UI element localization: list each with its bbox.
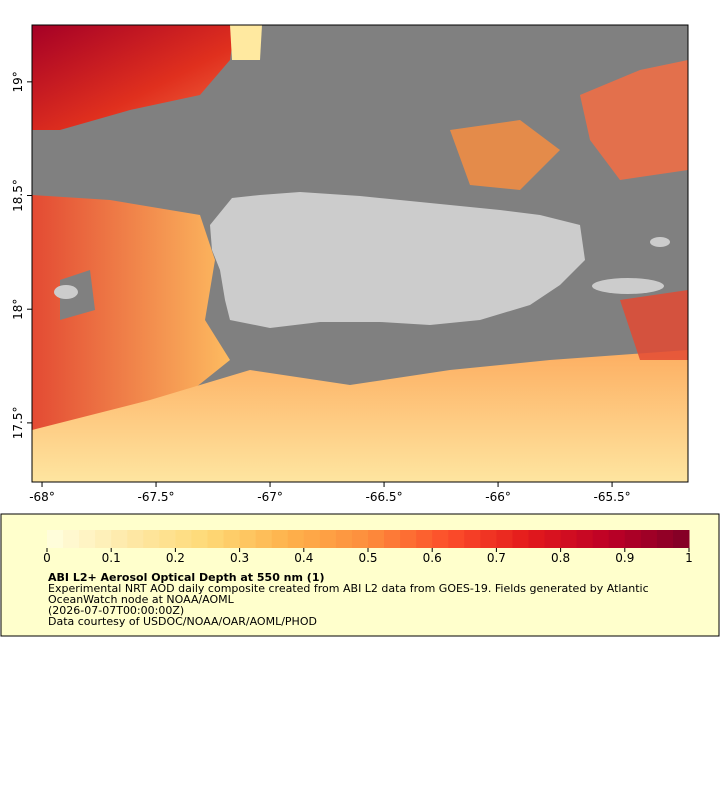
colorbar-step	[95, 530, 112, 548]
colorbar-tick-label: 0.5	[358, 551, 377, 565]
map-frame	[31, 24, 689, 483]
colorbar-step	[79, 530, 96, 548]
y-tick-label: 17.5°	[11, 407, 25, 440]
colorbar-tick-label: 0.2	[166, 551, 185, 565]
x-tick-label: -67°	[257, 490, 283, 504]
colorbar: 0 0.1 0.2 0.3 0.4 0.5 0.6 0.7 0.8 0.9 1	[43, 530, 693, 565]
colorbar-step	[592, 530, 610, 548]
x-tick-label: -67.5°	[138, 490, 175, 504]
colorbar-tick-label: 1	[685, 551, 693, 565]
colorbar-step	[400, 530, 417, 548]
colorbar-tick-label: 0.3	[230, 551, 249, 565]
colorbar-step	[255, 530, 273, 548]
y-tick-label: 19°	[11, 71, 25, 92]
legend-line: Data courtesy of USDOC/NOAA/OAR/AOML/PHO…	[48, 615, 317, 628]
y-tick-label: 18°	[11, 299, 25, 320]
x-tick-label: -68°	[29, 490, 55, 504]
colorbar-step	[159, 530, 176, 548]
colorbar-step	[127, 530, 144, 548]
colorbar-step	[351, 530, 369, 548]
colorbar-step	[335, 530, 353, 548]
colorbar-step	[63, 530, 80, 548]
colorbar-step	[47, 530, 64, 548]
colorbar-step	[384, 530, 401, 548]
colorbar-tick-label: 0.9	[615, 551, 634, 565]
colorbar-step	[672, 530, 690, 548]
legend-line: Experimental NRT AOD daily composite cre…	[48, 582, 649, 595]
legend-line: OceanWatch node at NOAA/AOML	[48, 593, 235, 606]
colorbar-step	[207, 530, 225, 548]
colorbar-step	[448, 530, 465, 548]
colorbar-step	[416, 530, 433, 548]
colorbar-step	[111, 530, 128, 548]
colorbar-step	[239, 530, 257, 548]
colorbar-tick-label: 0.1	[102, 551, 121, 565]
colorbar-step	[191, 530, 208, 548]
colorbar-step	[464, 530, 481, 548]
colorbar-step	[223, 530, 241, 548]
colorbar-tick-label: 0.8	[551, 551, 570, 565]
colorbar-step	[480, 530, 497, 548]
colorbar-step	[432, 530, 449, 548]
colorbar-step	[656, 530, 674, 548]
colorbar-step	[624, 530, 642, 548]
legend-line: (2026-07-07T00:00:00Z)	[48, 604, 184, 617]
colorbar-step	[544, 530, 562, 548]
y-tick-label: 18.5°	[11, 179, 25, 212]
colorbar-step	[368, 530, 385, 548]
colorbar-step	[303, 530, 321, 548]
colorbar-step	[271, 530, 289, 548]
x-tick-label: -65.5°	[594, 490, 631, 504]
colorbar-step	[576, 530, 594, 548]
axes: -68° -67.5° -67° -66.5° -66° -65.5° 17.5° 18° 18…	[11, 71, 631, 504]
colorbar-tick-label: 0.6	[423, 551, 442, 565]
colorbar-step	[319, 530, 337, 548]
x-tick-label: -66.5°	[366, 490, 403, 504]
colorbar-step	[608, 530, 626, 548]
colorbar-step	[528, 530, 546, 548]
colorbar-step	[512, 530, 529, 548]
x-tick-label: -66°	[485, 490, 511, 504]
legend-title: ABI L2+ Aerosol Optical Depth at 550 nm …	[48, 571, 325, 584]
colorbar-step	[175, 530, 192, 548]
colorbar-tick-label: 0	[43, 551, 51, 565]
colorbar-step	[143, 530, 160, 548]
colorbar-step	[640, 530, 658, 548]
colorbar-step	[287, 530, 305, 548]
colorbar-step	[560, 530, 578, 548]
colorbar-tick-label: 0.4	[294, 551, 313, 565]
colorbar-step	[496, 530, 513, 548]
colorbar-tick-label: 0.7	[487, 551, 506, 565]
map-image	[32, 25, 688, 482]
